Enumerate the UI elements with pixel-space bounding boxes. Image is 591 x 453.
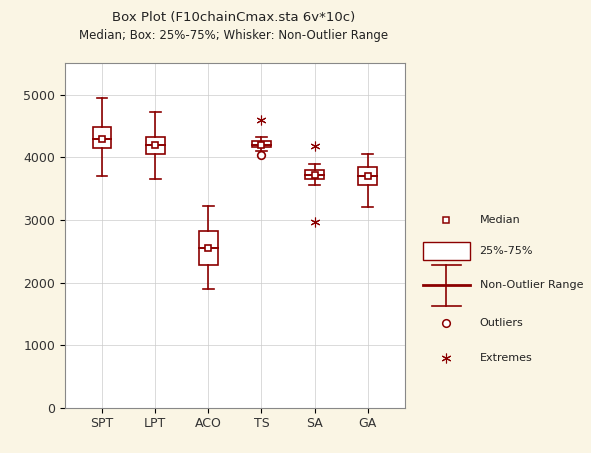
Text: Outliers: Outliers bbox=[479, 318, 523, 328]
Bar bbox=[93, 127, 112, 148]
Text: Extremes: Extremes bbox=[479, 353, 532, 363]
Bar bbox=[306, 170, 324, 179]
Bar bbox=[423, 242, 470, 260]
Bar bbox=[358, 167, 377, 185]
Text: 25%-75%: 25%-75% bbox=[479, 246, 533, 256]
Bar bbox=[252, 141, 271, 147]
Text: Median: Median bbox=[479, 215, 520, 225]
Text: Median; Box: 25%-75%; Whisker: Non-Outlier Range: Median; Box: 25%-75%; Whisker: Non-Outli… bbox=[79, 29, 388, 43]
Bar bbox=[199, 231, 217, 265]
Text: Non-Outlier Range: Non-Outlier Range bbox=[479, 280, 583, 290]
Bar bbox=[146, 137, 164, 154]
Text: Box Plot (F10chainCmax.sta 6v*10c): Box Plot (F10chainCmax.sta 6v*10c) bbox=[112, 11, 355, 24]
